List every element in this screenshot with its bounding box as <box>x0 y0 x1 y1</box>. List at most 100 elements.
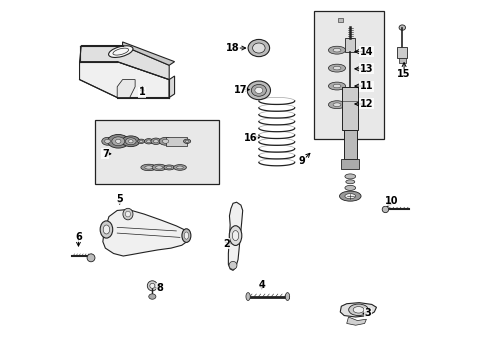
Text: 12: 12 <box>359 99 372 109</box>
Ellipse shape <box>344 185 355 190</box>
Ellipse shape <box>125 138 136 145</box>
Ellipse shape <box>247 40 269 57</box>
Text: 5: 5 <box>116 194 123 204</box>
Ellipse shape <box>245 293 250 301</box>
Ellipse shape <box>153 140 158 143</box>
Bar <box>165 137 187 146</box>
Ellipse shape <box>332 48 340 52</box>
Text: 10: 10 <box>384 196 397 206</box>
Ellipse shape <box>87 254 95 262</box>
Text: 2: 2 <box>223 239 229 249</box>
Text: 15: 15 <box>397 69 410 79</box>
Ellipse shape <box>141 164 156 171</box>
Ellipse shape <box>155 166 163 169</box>
Ellipse shape <box>332 103 340 107</box>
Ellipse shape <box>115 139 121 143</box>
Bar <box>345 39 355 51</box>
Ellipse shape <box>122 136 140 147</box>
Text: 9: 9 <box>298 156 305 166</box>
Ellipse shape <box>125 211 130 217</box>
Bar <box>338 18 343 22</box>
Text: 6: 6 <box>75 232 81 242</box>
Ellipse shape <box>328 64 345 72</box>
Ellipse shape <box>100 221 112 238</box>
Ellipse shape <box>152 164 166 171</box>
Ellipse shape <box>176 166 183 169</box>
Ellipse shape <box>146 140 151 143</box>
Ellipse shape <box>144 139 153 144</box>
Text: 14: 14 <box>359 46 372 57</box>
Polygon shape <box>117 80 135 98</box>
Ellipse shape <box>228 261 237 269</box>
Ellipse shape <box>128 140 133 143</box>
Text: 8: 8 <box>156 283 163 293</box>
Polygon shape <box>102 210 188 256</box>
Ellipse shape <box>182 229 190 242</box>
Ellipse shape <box>185 140 188 142</box>
Ellipse shape <box>382 206 388 213</box>
Ellipse shape <box>107 134 129 148</box>
Ellipse shape <box>252 43 264 53</box>
Polygon shape <box>169 76 174 98</box>
Bar <box>314 12 383 139</box>
Text: 7: 7 <box>102 149 108 159</box>
Ellipse shape <box>149 283 155 288</box>
Bar <box>94 120 219 184</box>
Bar <box>398 58 405 63</box>
Ellipse shape <box>328 101 345 109</box>
Ellipse shape <box>328 82 345 90</box>
Ellipse shape <box>147 281 157 291</box>
Ellipse shape <box>398 25 405 30</box>
Ellipse shape <box>183 139 190 143</box>
Polygon shape <box>80 62 169 98</box>
Ellipse shape <box>166 166 171 169</box>
Text: 4: 4 <box>258 280 264 290</box>
Bar <box>342 87 357 130</box>
Ellipse shape <box>137 139 144 143</box>
Ellipse shape <box>285 293 289 301</box>
Ellipse shape <box>144 166 152 169</box>
Ellipse shape <box>151 138 161 144</box>
Ellipse shape <box>139 140 142 142</box>
Ellipse shape <box>339 191 360 201</box>
Ellipse shape <box>345 180 354 184</box>
Ellipse shape <box>247 81 270 100</box>
Ellipse shape <box>232 230 238 240</box>
Ellipse shape <box>159 137 172 145</box>
Ellipse shape <box>108 46 133 58</box>
Ellipse shape <box>148 294 156 299</box>
Ellipse shape <box>229 226 241 246</box>
Text: 17: 17 <box>233 85 246 95</box>
Ellipse shape <box>173 165 186 170</box>
Ellipse shape <box>122 208 133 220</box>
Bar <box>396 47 407 58</box>
Bar <box>341 159 359 169</box>
Polygon shape <box>228 202 242 270</box>
Polygon shape <box>346 317 366 325</box>
Ellipse shape <box>348 304 367 316</box>
Ellipse shape <box>344 194 355 199</box>
Ellipse shape <box>163 165 174 170</box>
Ellipse shape <box>251 85 266 96</box>
Ellipse shape <box>328 46 345 54</box>
Text: 11: 11 <box>359 81 372 91</box>
Ellipse shape <box>332 66 340 70</box>
Polygon shape <box>80 45 169 80</box>
Ellipse shape <box>162 139 168 143</box>
Polygon shape <box>340 303 376 317</box>
Ellipse shape <box>102 137 113 145</box>
Ellipse shape <box>254 87 262 93</box>
Ellipse shape <box>112 137 124 146</box>
Ellipse shape <box>104 139 110 143</box>
Text: 16: 16 <box>244 133 257 143</box>
Bar <box>343 130 356 159</box>
Ellipse shape <box>184 232 188 239</box>
Ellipse shape <box>344 174 355 179</box>
Text: 13: 13 <box>359 64 372 74</box>
Text: 3: 3 <box>364 309 371 318</box>
Text: 1: 1 <box>139 87 145 97</box>
Polygon shape <box>122 42 174 65</box>
Ellipse shape <box>103 225 109 234</box>
Ellipse shape <box>352 307 363 313</box>
Ellipse shape <box>332 84 340 88</box>
